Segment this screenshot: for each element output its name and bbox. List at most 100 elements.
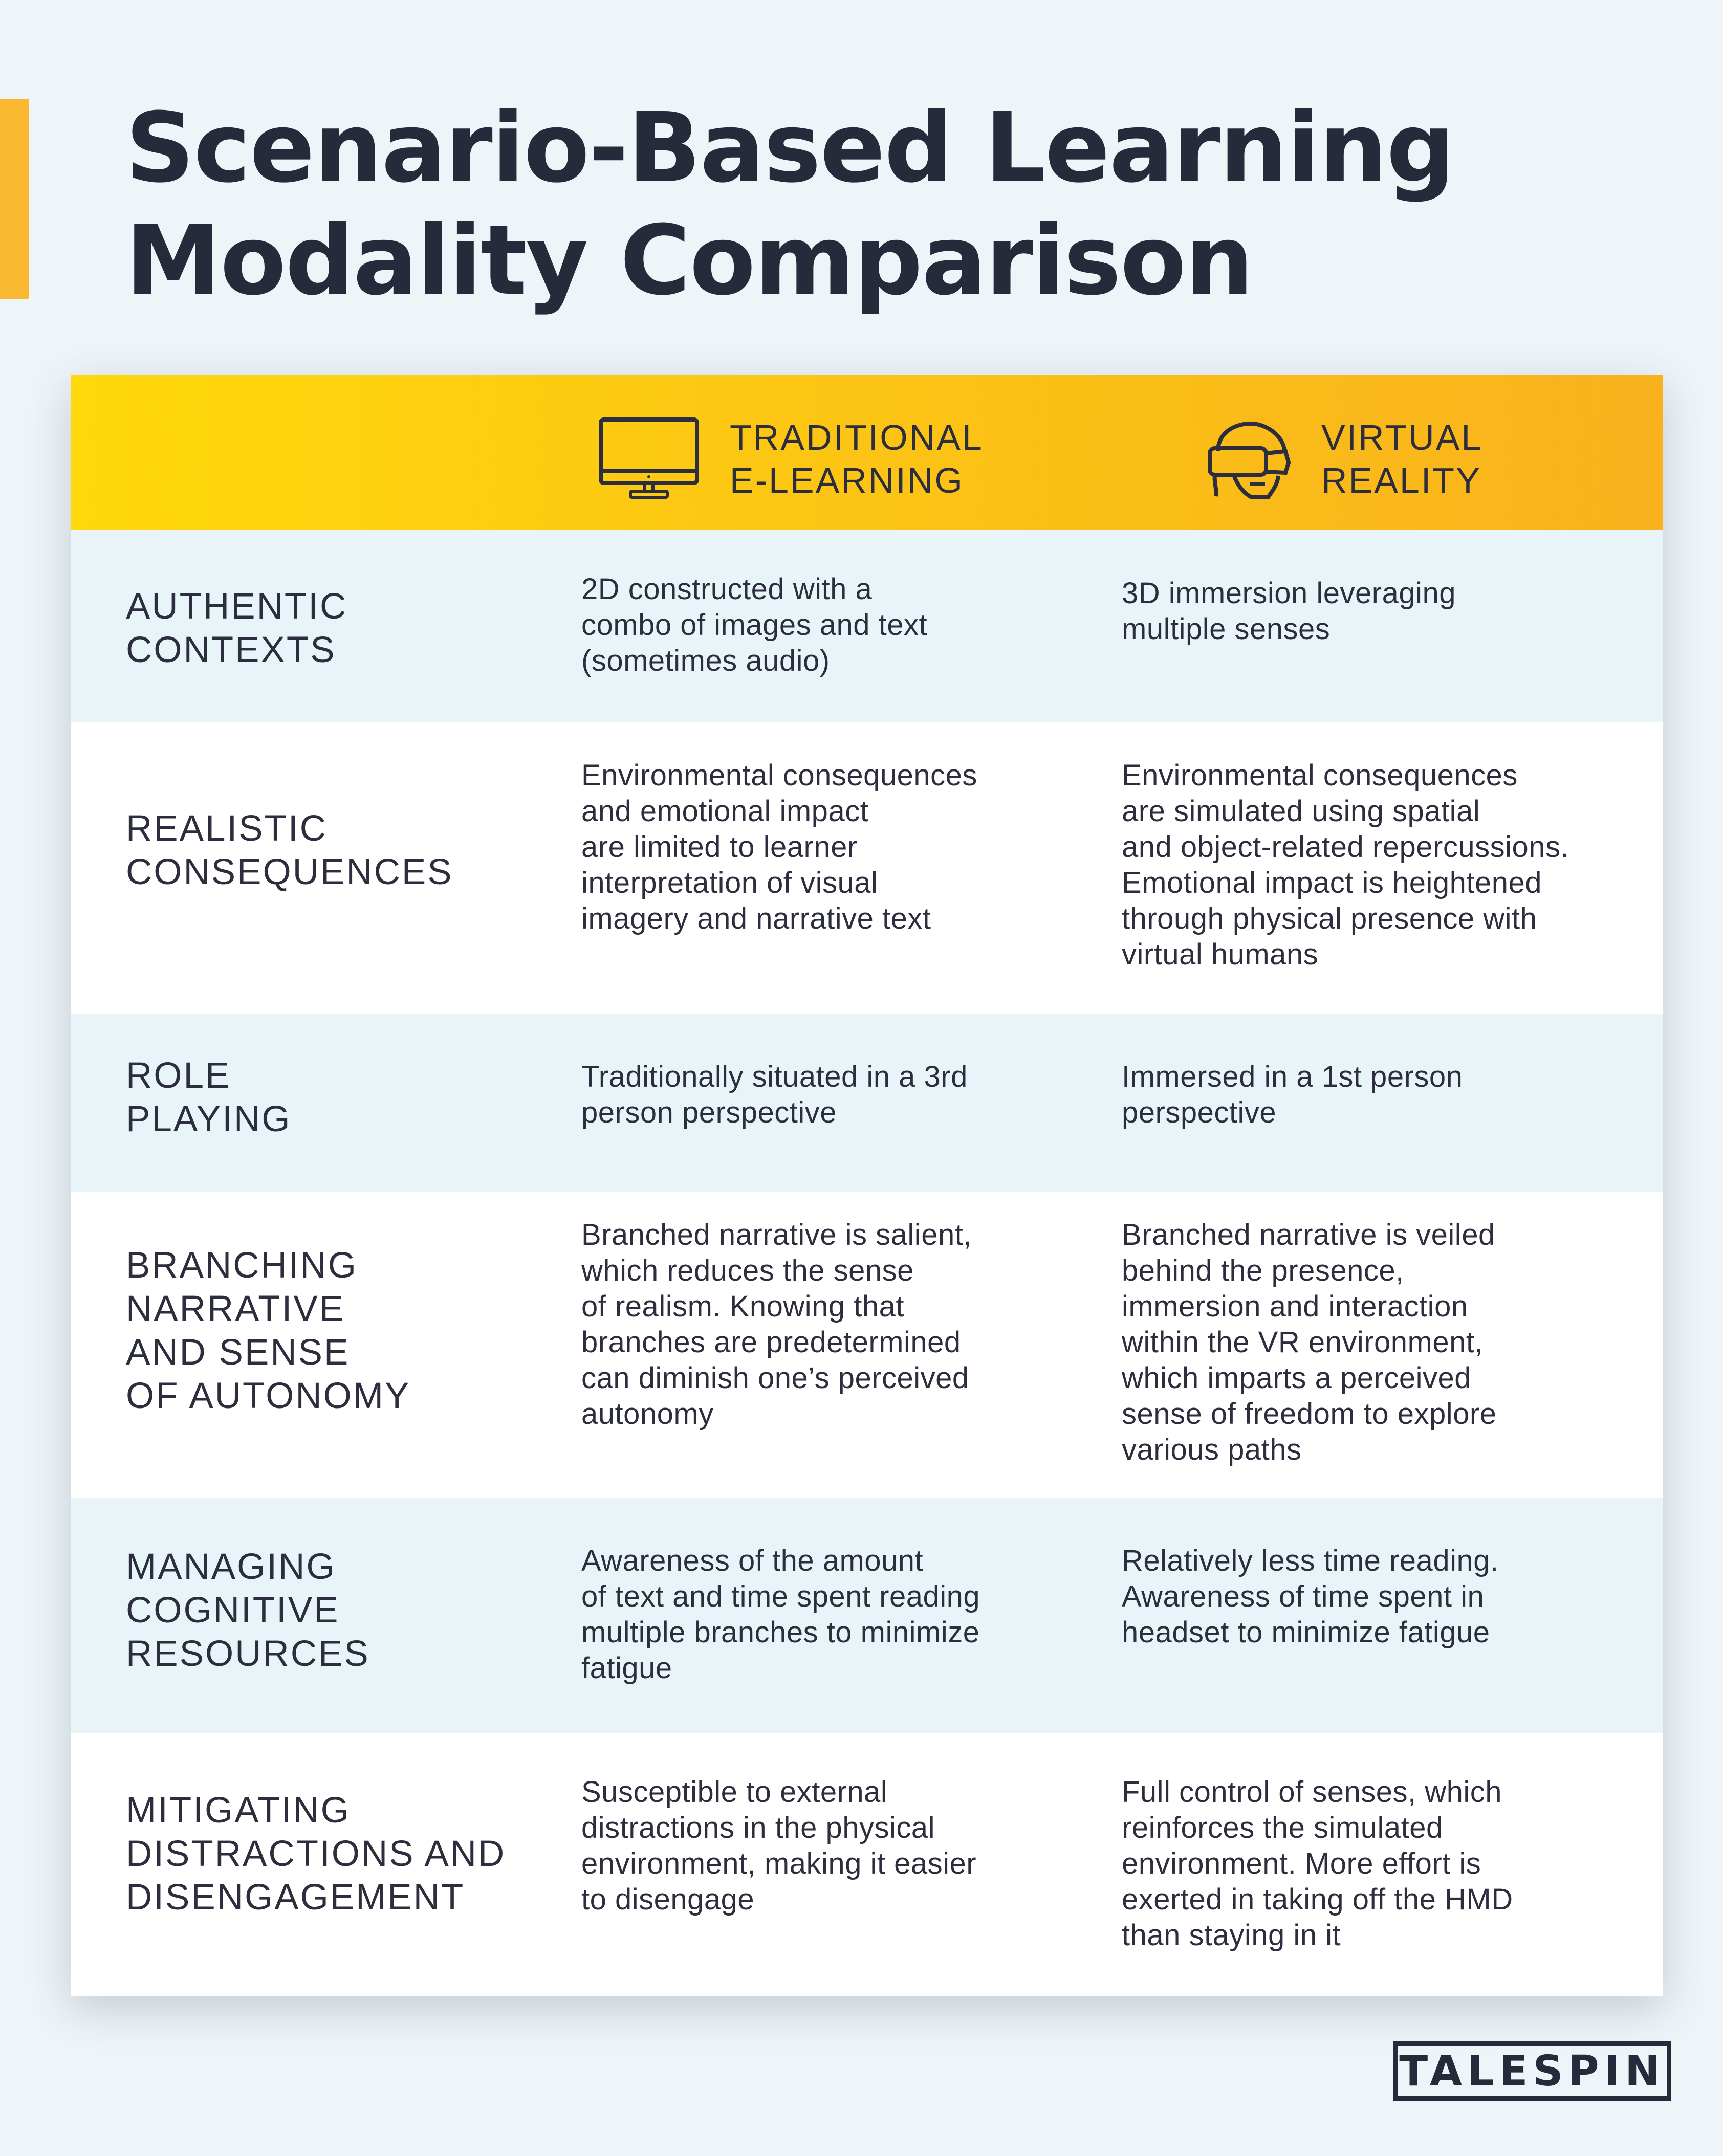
title-line-1: Scenario-Based Learning [125,92,1455,204]
cell-line: behind the presence, [1122,1254,1404,1287]
cell-line: multiple branches to minimize [581,1616,980,1649]
cell-line: within the VR environment, [1122,1326,1484,1359]
table-row-realistic-consequences: REALISTIC CONSEQUENCES Environmental con… [71,722,1663,1014]
cell-line: 2D constructed with a [581,573,873,606]
row-label-line: REALISTIC [126,808,328,849]
cell-line: through physical presence with [1122,902,1537,935]
vr-cell: Immersed in a 1st person perspective [1122,1059,1654,1131]
row-label: REALISTIC CONSEQUENCES [126,807,453,894]
cell-line: are limited to learner [581,830,858,864]
row-label: AUTHENTIC CONTEXTS [126,585,347,672]
traditional-cell: Environmental consequences and emotional… [581,758,1098,937]
column-vr-line-2: REALITY [1321,460,1481,500]
cell-line: and object-related repercussions. [1122,830,1569,864]
traditional-cell: Branched narrative is salient, which red… [581,1217,1098,1432]
cell-line: fatigue [581,1652,672,1685]
cell-line: environment. More effort is [1122,1847,1481,1880]
cell-line: are simulated using spatial [1122,795,1480,828]
cell-line: than staying in it [1122,1919,1341,1952]
column-header-vr: VIRTUAL REALITY [1203,415,1482,502]
traditional-cell: Susceptible to external distractions in … [581,1774,1098,1918]
row-label-line: OF AUTONOMY [126,1376,411,1416]
row-label-line: CONSEQUENCES [126,852,453,892]
accent-bar [0,99,29,299]
row-label-line: PLAYING [126,1099,292,1139]
cell-line: (sometimes audio) [581,644,830,677]
row-label-line: AND SENSE [126,1332,350,1373]
row-label-line: ROLE [126,1055,231,1096]
row-label: MANAGING COGNITIVE RESOURCES [126,1545,370,1676]
vr-headset-icon [1208,421,1291,499]
table-header: TRADITIONAL E-LEARNING VIRTUAL REALITY [71,375,1663,530]
row-label-line: NARRATIVE [126,1289,345,1329]
cell-line: which imparts a perceived [1122,1361,1472,1395]
cell-line: Awareness of time spent in [1122,1580,1485,1613]
column-header-traditional: TRADITIONAL E-LEARNING [598,415,984,502]
cell-line: Environmental consequences [1122,759,1518,792]
title-line-2: Modality Comparison [125,205,1254,317]
cell-line: Traditionally situated in a 3rd [581,1060,968,1093]
row-label-line: BRANCHING [126,1245,358,1286]
cell-line: Branched narrative is veiled [1122,1218,1495,1251]
table-row-managing-cognitive-resources: MANAGING COGNITIVE RESOURCES Awareness o… [71,1498,1663,1733]
traditional-cell: Traditionally situated in a 3rd person p… [581,1059,1098,1131]
cell-line: headset to minimize fatigue [1122,1616,1490,1649]
page-title: Scenario-Based Learning Modality Compari… [125,92,1455,317]
cell-line: Awareness of the amount [581,1544,924,1577]
row-label: ROLE PLAYING [126,1054,292,1141]
cell-line: Full control of senses, which [1122,1775,1502,1809]
cell-line: autonomy [581,1397,714,1431]
vr-cell: Full control of senses, which reinforces… [1122,1774,1654,1953]
cell-line: of text and time spent reading [581,1580,980,1613]
talespin-logo: TALESPIN [1393,2041,1671,2101]
vr-cell: 3D immersion leveraging multiple senses [1122,576,1654,647]
table-row-authentic-contexts: AUTHENTIC CONTEXTS 2D constructed with a… [71,530,1663,722]
column-traditional-line-2: E-LEARNING [730,460,964,500]
table-row-mitigating-distractions: MITIGATING DISTRACTIONS AND DISENGAGEMEN… [71,1733,1663,1996]
vr-cell: Relatively less time reading. Awareness … [1122,1543,1654,1651]
table-row-role-playing: ROLE PLAYING Traditionally situated in a… [71,1014,1663,1192]
cell-line: perspective [1122,1096,1277,1129]
cell-line: Relatively less time reading. [1122,1544,1499,1577]
cell-line: Emotional impact is heightened [1122,866,1542,899]
cell-line: various paths [1122,1433,1302,1466]
table-row-branching-narrative: BRANCHING NARRATIVE AND SENSE OF AUTONOM… [71,1192,1663,1498]
row-label-line: MANAGING [126,1547,336,1587]
row-label-line: CONTEXTS [126,630,336,670]
cell-line: and emotional impact [581,795,869,828]
cell-line: which reduces the sense [581,1254,914,1287]
cell-line: virtual humans [1122,938,1319,971]
cell-line: reinforces the simulated [1122,1811,1443,1844]
monitor-icon [599,417,699,499]
cell-line: can diminish one’s perceived [581,1361,969,1395]
cell-line: multiple senses [1122,612,1331,646]
row-label-line: RESOURCES [126,1634,370,1674]
cell-line: Immersed in a 1st person [1122,1060,1463,1093]
cell-line: distractions in the physical [581,1811,935,1844]
row-label-line: COGNITIVE [126,1590,340,1631]
cell-line: immersion and interaction [1122,1290,1468,1323]
cell-line: to disengage [581,1883,755,1916]
row-label-line: DISTRACTIONS AND [126,1834,506,1874]
cell-line: environment, making it easier [581,1847,977,1880]
cell-line: sense of freedom to explore [1122,1397,1497,1431]
row-label-line: MITIGATING [126,1790,351,1831]
cell-line: 3D immersion leveraging [1122,577,1456,610]
traditional-cell: 2D constructed with a combo of images an… [581,571,1098,679]
vr-cell: Environmental consequences are simulated… [1122,758,1654,973]
cell-line: interpretation of visual [581,866,878,899]
cell-line: branches are predetermined [581,1326,961,1359]
cell-line: combo of images and text [581,608,928,642]
row-label-line: AUTHENTIC [126,586,348,627]
row-label: MITIGATING DISTRACTIONS AND DISENGAGEMEN… [126,1789,506,1919]
row-label-line: DISENGAGEMENT [126,1877,465,1918]
row-label: BRANCHING NARRATIVE AND SENSE OF AUTONOM… [126,1244,410,1418]
cell-line: Environmental consequences [581,759,977,792]
comparison-table: TRADITIONAL E-LEARNING VIRTUAL REALITY A… [71,375,1663,1996]
cell-line: of realism. Knowing that [581,1290,904,1323]
cell-line: imagery and narrative text [581,902,931,935]
column-traditional-line-1: TRADITIONAL [730,417,984,457]
cell-line: Branched narrative is salient, [581,1218,972,1251]
cell-line: Susceptible to external [581,1775,888,1809]
cell-line: person perspective [581,1096,837,1129]
